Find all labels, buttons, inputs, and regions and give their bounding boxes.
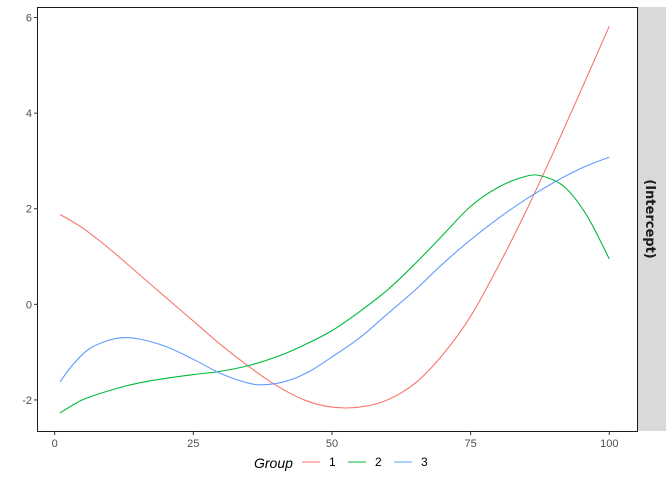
facet-strip-background xyxy=(638,7,666,431)
x-tick-label: 25 xyxy=(187,438,199,450)
y-tick-label: 2 xyxy=(26,204,32,216)
series-1-line xyxy=(59,25,610,409)
x-axis: 0 25 50 75 100 xyxy=(52,431,618,450)
facet-strip: (Intercept) xyxy=(638,7,666,431)
x-tick-label: 100 xyxy=(600,438,618,450)
series-2-line xyxy=(59,174,610,414)
panel-border xyxy=(37,7,638,432)
series-layer xyxy=(59,25,610,414)
legend-label-1: 1 xyxy=(329,455,336,469)
facet-strip-label: (Intercept) xyxy=(642,179,657,258)
x-tick-label: 75 xyxy=(464,438,476,450)
legend-label-3: 3 xyxy=(421,455,428,469)
y-tick-label: -2 xyxy=(22,395,32,407)
legend-title: Group xyxy=(254,455,293,471)
series-3-line xyxy=(59,156,610,386)
x-tick-label: 0 xyxy=(52,438,58,450)
y-tick-label: 6 xyxy=(26,13,32,25)
x-tick-label: 50 xyxy=(326,438,338,450)
legend-label-2: 2 xyxy=(375,455,382,469)
y-axis: -2 0 2 4 6 xyxy=(22,13,38,407)
y-tick-label: 0 xyxy=(26,299,32,311)
legend: Group 1 2 3 xyxy=(254,455,428,471)
y-tick-label: 4 xyxy=(26,108,32,120)
